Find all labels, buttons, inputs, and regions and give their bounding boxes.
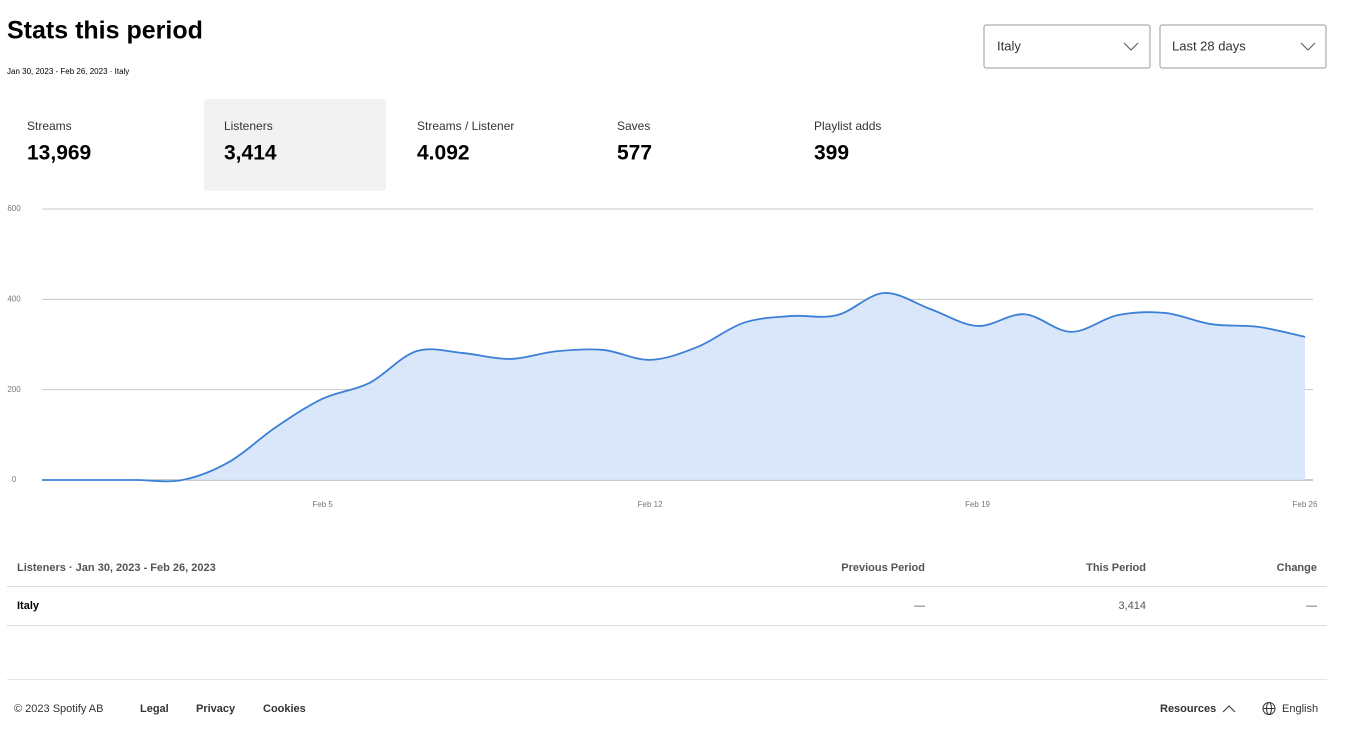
metric-card[interactable]: Streams 13,969: [27, 119, 91, 164]
footer-link[interactable]: Privacy: [196, 703, 236, 715]
chevron: [1222, 705, 1236, 713]
metric-value: 13,969: [27, 142, 91, 165]
chevron: [1123, 42, 1139, 51]
metric-label: Saves: [617, 119, 650, 133]
metric-label: Streams / Listener: [417, 119, 514, 133]
chevron: [1300, 42, 1316, 51]
x-tick-label: Feb 5: [312, 500, 333, 509]
select-value: Last 28 days: [1172, 38, 1246, 53]
metric-value: 4.092: [417, 142, 470, 165]
country-select[interactable]: Italy: [983, 24, 1151, 69]
resources-label: Resources: [1160, 703, 1216, 715]
y-tick-label: 400: [7, 294, 21, 303]
column-header: Change: [1277, 562, 1317, 574]
language-label: English: [1282, 703, 1318, 715]
row-label: Italy: [17, 600, 40, 612]
metric-value: 3,414: [224, 142, 277, 165]
metric-value: 577: [617, 142, 652, 165]
y-tick-label: 600: [7, 204, 21, 213]
select-box: [1159, 24, 1327, 69]
language-select[interactable]: English: [1262, 702, 1318, 715]
metric-value: 399: [814, 142, 849, 165]
metric-card[interactable]: Streams / Listener 4.092: [417, 119, 514, 164]
metric-label: Playlist adds: [814, 119, 881, 133]
cell: —: [1306, 600, 1317, 612]
page-title: Stats this period: [7, 17, 203, 45]
footer-link[interactable]: Legal: [140, 703, 169, 715]
period-select[interactable]: Last 28 days: [1159, 24, 1327, 69]
metric-label: Listeners: [224, 119, 273, 133]
x-tick-label: Feb 26: [1293, 500, 1318, 509]
y-tick-label: 200: [7, 385, 21, 394]
column-header: Previous Period: [841, 562, 925, 574]
footer-link[interactable]: Cookies: [263, 703, 306, 715]
table-title: Listeners · Jan 30, 2023 - Feb 26, 2023: [17, 562, 216, 574]
metric-card[interactable]: Playlist adds 399: [814, 119, 881, 164]
x-tick-label: Feb 19: [965, 500, 990, 509]
metric-card[interactable]: Saves 577: [617, 119, 652, 164]
line: [42, 292, 1306, 483]
metric-label: Streams: [27, 119, 72, 133]
y-tick-label: 0: [12, 475, 17, 484]
x-tick-label: Feb 12: [638, 500, 663, 509]
copyright: © 2023 Spotify AB: [14, 703, 103, 715]
cell: —: [914, 600, 925, 612]
subtitle: Jan 30, 2023 - Feb 26, 2023 · Italy: [7, 67, 129, 76]
column-header: This Period: [1086, 562, 1146, 574]
metric-card[interactable]: Listeners 3,414: [224, 119, 277, 164]
resources-menu[interactable]: Resources: [1160, 703, 1236, 715]
area-fill: [42, 292, 1305, 482]
chart: 0 200 400 600 Feb 5 Feb 12 Feb 19 Feb 26: [7, 204, 1318, 509]
metric-highlight: [204, 99, 386, 191]
select-box: [983, 24, 1151, 69]
cell: 3,414: [1118, 600, 1146, 612]
select-value: Italy: [997, 38, 1021, 53]
